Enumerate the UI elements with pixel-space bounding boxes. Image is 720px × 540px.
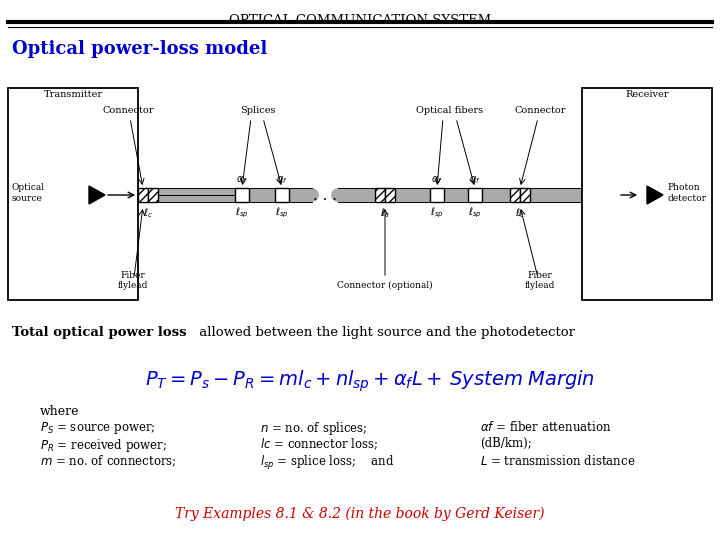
Text: $\ell_c$: $\ell_c$: [143, 206, 153, 220]
Bar: [385, 188, 395, 202]
Text: where: where: [40, 405, 79, 418]
Text: $\alpha_f$: $\alpha_f$: [236, 174, 248, 186]
Text: Try Examples 8.1 & 8.2 (in the book by Gerd Keiser): Try Examples 8.1 & 8.2 (in the book by G…: [175, 507, 545, 522]
Text: $\alpha_f$: $\alpha_f$: [469, 174, 481, 186]
Text: $\alpha_f$: $\alpha_f$: [431, 174, 443, 186]
Text: $\ell_c$: $\ell_c$: [515, 206, 525, 220]
Text: $\ell_{sp}$: $\ell_{sp}$: [235, 206, 249, 220]
Text: Fiber
flylead: Fiber flylead: [118, 271, 148, 290]
Text: $\ell_{sp}$: $\ell_{sp}$: [468, 206, 482, 220]
Text: $\ell_c$: $\ell_c$: [380, 206, 390, 220]
Text: Splices: Splices: [240, 106, 276, 115]
Bar: [582, 88, 712, 300]
Bar: [430, 188, 444, 202]
Text: $l_{sp}$ = splice loss;    and: $l_{sp}$ = splice loss; and: [260, 454, 395, 472]
Text: allowed between the light source and the photodetector: allowed between the light source and the…: [195, 326, 575, 339]
Text: $L$ = transmission distance: $L$ = transmission distance: [480, 454, 636, 468]
Bar: [520, 188, 530, 202]
Bar: [375, 188, 385, 202]
Text: OPTICAL COMMUNICATION SYSTEM: OPTICAL COMMUNICATION SYSTEM: [229, 14, 491, 27]
Text: $n$ = no. of splices;: $n$ = no. of splices;: [260, 420, 367, 437]
Text: $\ell_{sp}$: $\ell_{sp}$: [430, 206, 444, 220]
Text: Optical
source: Optical source: [12, 183, 45, 202]
Text: (dB/km);: (dB/km);: [480, 437, 532, 450]
Bar: [148, 188, 158, 202]
Text: Total optical power loss: Total optical power loss: [12, 326, 186, 339]
Text: Connector: Connector: [514, 106, 566, 115]
Text: $P_T = P_s - P_R = ml_c + nl_{sp} + \alpha_f L +\,\mathit{System\;Margin}$: $P_T = P_s - P_R = ml_c + nl_{sp} + \alp…: [145, 368, 595, 394]
Polygon shape: [647, 186, 663, 204]
Text: $\ell_{sp}$: $\ell_{sp}$: [275, 206, 289, 220]
Bar: [138, 188, 148, 202]
Polygon shape: [89, 186, 105, 204]
Text: Optical fibers: Optical fibers: [416, 106, 484, 115]
Text: Optical power-loss model: Optical power-loss model: [12, 40, 267, 58]
Bar: [510, 188, 520, 202]
Bar: [468, 188, 482, 202]
Bar: [8, 88, 138, 300]
Text: Receiver: Receiver: [625, 90, 669, 99]
Text: $P_S$ = source power;: $P_S$ = source power;: [40, 420, 156, 436]
Text: Fiber
flylead: Fiber flylead: [525, 271, 555, 290]
Text: $m$ = no. of connectors;: $m$ = no. of connectors;: [40, 454, 176, 469]
Text: $\alpha_f$: $\alpha_f$: [276, 174, 288, 186]
Bar: [235, 188, 249, 202]
Text: $lc$ = connector loss;: $lc$ = connector loss;: [260, 437, 378, 453]
Text: Photon
detector: Photon detector: [667, 183, 706, 202]
Bar: [275, 188, 289, 202]
Text: Connector (optional): Connector (optional): [337, 281, 433, 290]
Text: Connector: Connector: [102, 106, 154, 115]
Text: $\alpha f$ = fiber attenuation: $\alpha f$ = fiber attenuation: [480, 420, 611, 434]
Text: . . .: . . .: [313, 189, 337, 203]
Text: Transmitter: Transmitter: [43, 90, 102, 99]
Text: $P_R$ = received power;: $P_R$ = received power;: [40, 437, 167, 454]
